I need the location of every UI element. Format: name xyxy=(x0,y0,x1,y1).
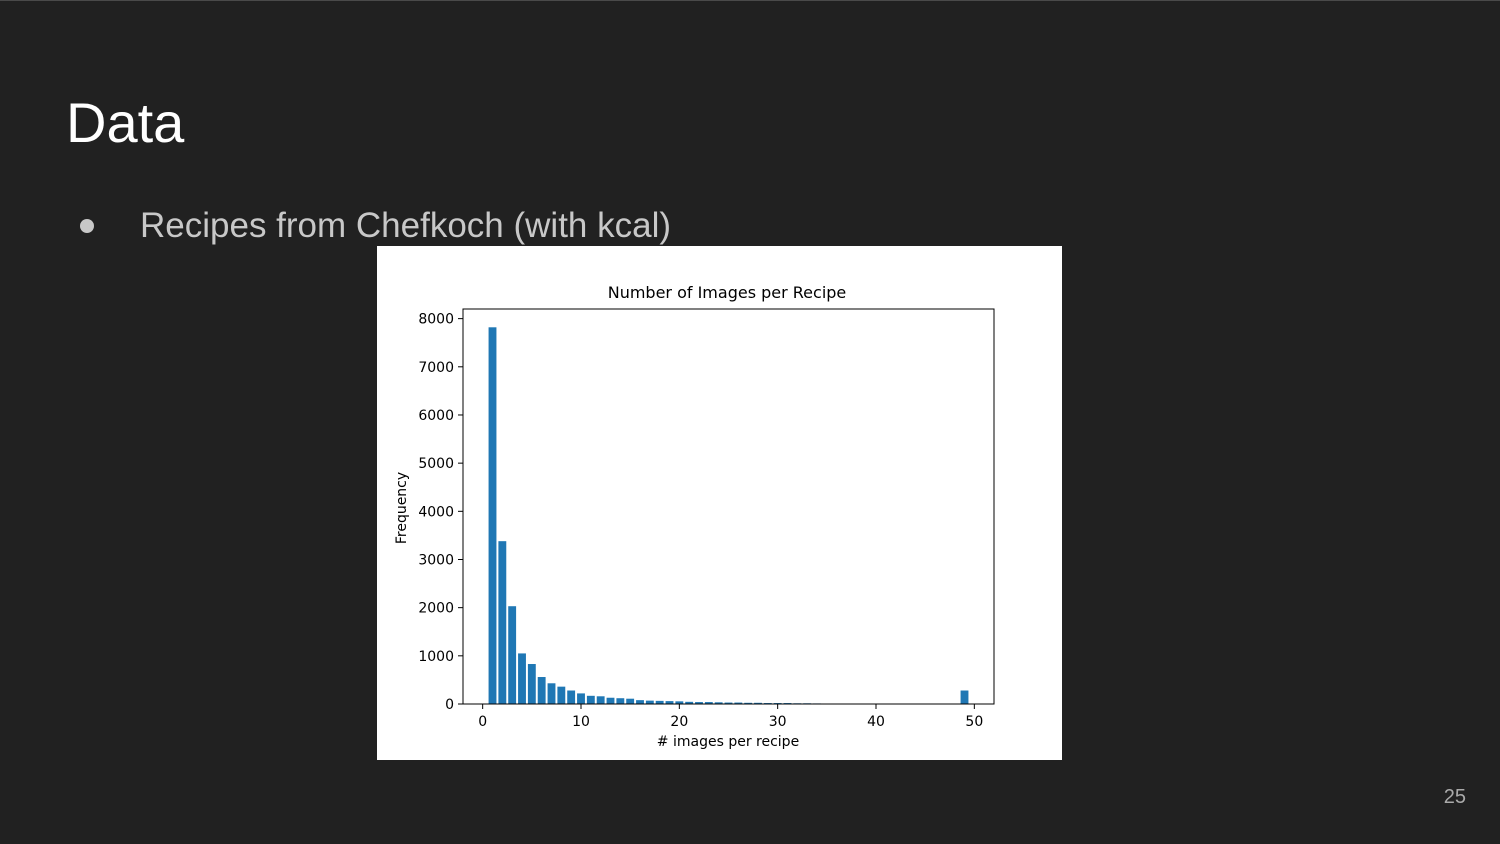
page-number: 25 xyxy=(1443,786,1466,808)
bar-4 xyxy=(518,653,526,704)
y-tick-label: 4000 xyxy=(418,504,454,520)
y-tick-label: 7000 xyxy=(418,360,454,376)
x-tick-label: 50 xyxy=(965,714,983,730)
x-ticks-group: 0 10 20 30 40 50 xyxy=(478,704,983,730)
y-tick-label: 1000 xyxy=(418,649,454,665)
bar-18 xyxy=(655,700,664,704)
histogram-chart: Number of Images per Recipe 010002000300… xyxy=(394,283,995,750)
bar-21 xyxy=(685,701,694,704)
y-axis-label: Frequency xyxy=(394,472,410,544)
bar-16 xyxy=(636,700,644,704)
y-ticks-group: 0 1000 2000 3000 4000 5000 6000 7000 8000 xyxy=(418,312,463,713)
bar-24 xyxy=(714,702,723,704)
plot-frame xyxy=(462,308,995,705)
top-rule xyxy=(0,0,1500,1)
y-tick-label: 8000 xyxy=(418,312,454,328)
bar-8 xyxy=(557,686,566,704)
x-tick-label: 0 xyxy=(478,714,487,730)
y-tick-label: 2000 xyxy=(418,601,454,617)
bar-17 xyxy=(645,700,654,704)
chart-title: Number of Images per Recipe xyxy=(608,283,847,302)
x-axis-label: # images per recipe xyxy=(657,734,799,750)
bar-1 xyxy=(488,327,497,704)
bar-23 xyxy=(704,702,713,704)
bar-26 xyxy=(734,702,743,704)
x-tick-label: 20 xyxy=(670,714,688,730)
bar-19 xyxy=(665,701,674,704)
bar-2 xyxy=(498,541,507,704)
bar-25 xyxy=(724,702,733,704)
bar-20 xyxy=(675,701,684,704)
bar-7 xyxy=(547,683,556,704)
y-tick-label: 3000 xyxy=(418,552,454,568)
bar-22 xyxy=(695,702,703,704)
bar-10 xyxy=(577,693,585,704)
bar-9 xyxy=(567,690,576,704)
x-tick-label: 40 xyxy=(867,714,885,730)
chart-card: Number of Images per Recipe 0 1000 2000 300… xyxy=(377,246,1062,760)
bar-5 xyxy=(527,664,536,704)
bars-group xyxy=(488,327,969,704)
bullet-dot-icon xyxy=(80,219,94,233)
y-tick-label: 6000 xyxy=(418,408,454,424)
y-tick-label: 5000 xyxy=(418,456,454,472)
bar-12 xyxy=(596,696,605,704)
bullet-item: Recipes from Chefkoch (with kcal) xyxy=(80,203,671,249)
x-tick-label: 10 xyxy=(572,714,590,730)
bar-28 xyxy=(754,702,762,704)
bullet-text: Recipes from Chefkoch (with kcal) xyxy=(140,206,671,245)
bar-14 xyxy=(616,698,625,704)
bar-3 xyxy=(508,606,517,704)
slide-title: Data xyxy=(66,91,185,154)
bar-11 xyxy=(586,695,595,704)
bar-13 xyxy=(606,697,615,704)
x-tick-label: 30 xyxy=(769,714,787,730)
bar-6 xyxy=(537,677,546,704)
y-tick-label: 0 xyxy=(445,697,454,713)
bar-49 xyxy=(960,690,969,704)
bar-15 xyxy=(626,698,635,704)
bar-27 xyxy=(744,702,753,704)
